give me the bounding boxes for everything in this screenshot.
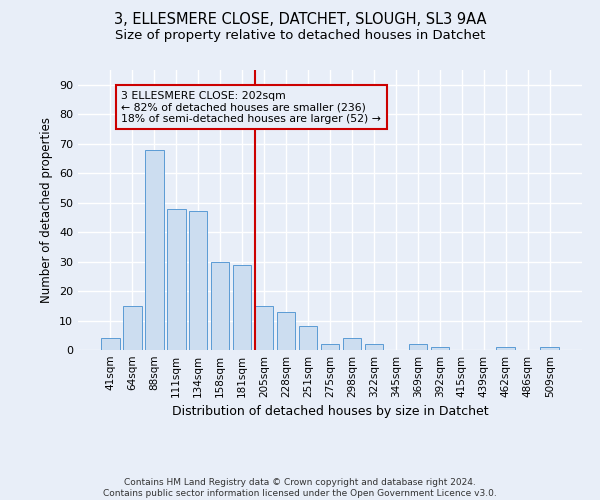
Bar — [541, 347, 559, 350]
Y-axis label: Number of detached properties: Number of detached properties — [40, 117, 53, 303]
Text: Size of property relative to detached houses in Datchet: Size of property relative to detached ho… — [115, 28, 485, 42]
Bar — [145, 150, 164, 350]
Bar — [233, 264, 251, 350]
Text: 3 ELLESMERE CLOSE: 202sqm
← 82% of detached houses are smaller (236)
18% of semi: 3 ELLESMERE CLOSE: 202sqm ← 82% of detac… — [121, 90, 381, 124]
Bar — [409, 344, 427, 350]
Bar — [255, 306, 274, 350]
Bar — [320, 344, 340, 350]
Text: 3, ELLESMERE CLOSE, DATCHET, SLOUGH, SL3 9AA: 3, ELLESMERE CLOSE, DATCHET, SLOUGH, SL3… — [114, 12, 486, 28]
X-axis label: Distribution of detached houses by size in Datchet: Distribution of detached houses by size … — [172, 406, 488, 418]
Bar — [189, 212, 208, 350]
Bar — [431, 347, 449, 350]
Text: Contains HM Land Registry data © Crown copyright and database right 2024.
Contai: Contains HM Land Registry data © Crown c… — [103, 478, 497, 498]
Bar — [101, 338, 119, 350]
Bar — [343, 338, 361, 350]
Bar — [167, 208, 185, 350]
Bar — [365, 344, 383, 350]
Bar — [123, 306, 142, 350]
Bar — [496, 347, 515, 350]
Bar — [299, 326, 317, 350]
Bar — [277, 312, 295, 350]
Bar — [211, 262, 229, 350]
